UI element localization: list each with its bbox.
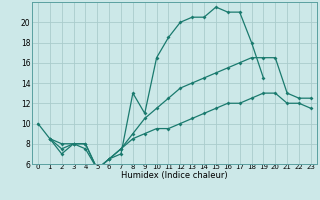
X-axis label: Humidex (Indice chaleur): Humidex (Indice chaleur) [121, 171, 228, 180]
